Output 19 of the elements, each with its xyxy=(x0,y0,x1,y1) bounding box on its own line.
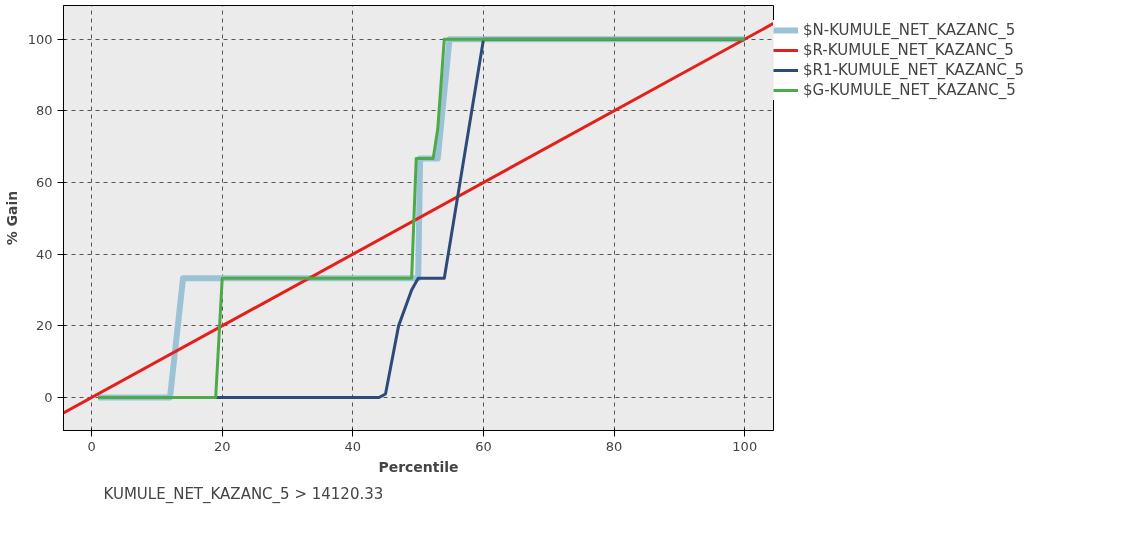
legend-label: $R-KUMULE_NET_KAZANC_5 xyxy=(803,41,1014,59)
y-tick-label: 60 xyxy=(35,175,53,191)
x-tick-label: 60 xyxy=(475,438,492,454)
x-tick-label: 0 xyxy=(87,438,96,454)
x-tick-label: 80 xyxy=(605,438,623,454)
y-tick-label: 80 xyxy=(35,103,53,119)
y-tick-label: 20 xyxy=(35,318,53,334)
x-tick-label: 100 xyxy=(732,438,758,454)
y-tick-label: 40 xyxy=(35,246,53,262)
legend-label: $R1-KUMULE_NET_KAZANC_5 xyxy=(803,61,1025,79)
y-axis-title: % Gain xyxy=(3,190,20,246)
legend-label: $N-KUMULE_NET_KAZANC_5 xyxy=(803,21,1016,39)
x-tick-label: 20 xyxy=(213,438,231,454)
text: KUMULE_NET_KAZANC_5 > 14120.33 xyxy=(103,484,384,504)
x-tick-label: 40 xyxy=(344,438,362,454)
x-axis-title: Percentile xyxy=(378,458,459,475)
y-tick-label: 0 xyxy=(44,390,53,406)
legend-label: $G-KUMULE_NET_KAZANC_5 xyxy=(803,81,1016,99)
y-tick-label: 100 xyxy=(27,31,53,47)
